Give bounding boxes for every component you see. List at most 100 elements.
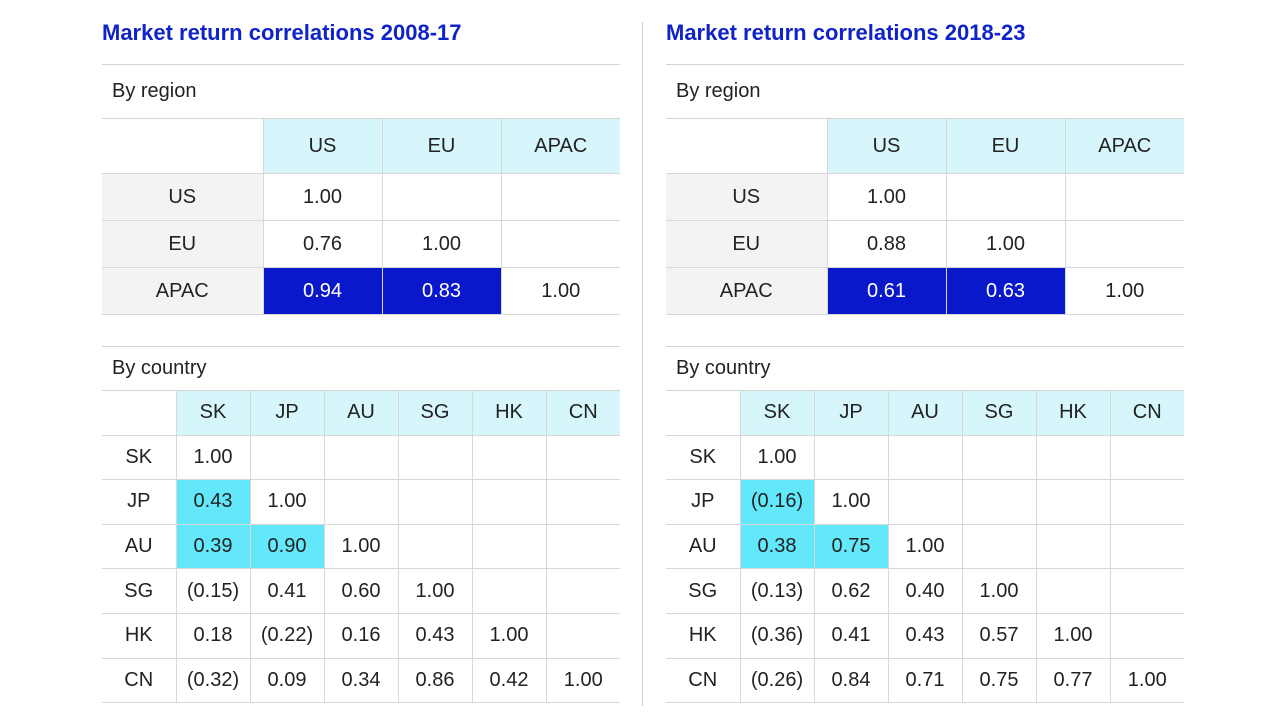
column-header: US <box>826 118 947 174</box>
section-label-text: By country <box>676 357 771 379</box>
table-row: SK 1.00 <box>666 434 1184 481</box>
section-label-region: By region <box>102 64 620 118</box>
correlation-cell-highlighted: 0.43 <box>175 479 251 525</box>
correlation-cell: 1.00 <box>961 568 1037 614</box>
correlation-cell: 1.00 <box>826 173 947 221</box>
correlation-cell <box>961 479 1037 525</box>
column-header: SG <box>961 390 1037 436</box>
correlation-cell: 1.00 <box>262 173 383 221</box>
correlation-cell <box>545 479 620 525</box>
correlation-cell: (0.15) <box>175 568 251 614</box>
column-header: JP <box>249 390 325 436</box>
table-header-row: US EU APAC <box>102 118 620 174</box>
correlation-cell <box>1064 173 1184 221</box>
correlation-cell: 0.77 <box>1035 657 1111 704</box>
correlation-cell <box>945 173 1066 221</box>
panel-title: Market return correlations 2018-23 <box>666 20 1026 45</box>
table-row: AU 0.38 0.75 1.00 <box>666 523 1184 570</box>
table-row: SG (0.13) 0.62 0.40 1.00 <box>666 568 1184 614</box>
column-header: HK <box>471 390 547 436</box>
row-header: APAC <box>666 267 828 315</box>
correlation-cell: 1.00 <box>381 220 502 268</box>
column-header: EU <box>945 118 1066 174</box>
row-header: US <box>666 173 828 221</box>
table-header-row: US EU APAC <box>666 118 1184 174</box>
country-correlation-table: SK JP AU SG HK CN SK 1.00 JP (0.16) 1.00 <box>666 390 1184 704</box>
correlation-cell <box>471 434 547 481</box>
column-header: APAC <box>1064 118 1184 174</box>
correlation-cell-highlighted: 0.63 <box>945 267 1066 315</box>
correlation-cell: 0.18 <box>175 612 251 659</box>
correlation-cell: (0.22) <box>249 612 325 659</box>
correlation-cell: 0.88 <box>826 220 947 268</box>
correlation-cell <box>813 434 889 481</box>
column-header: SK <box>175 390 251 436</box>
correlation-cell <box>397 523 473 570</box>
correlation-cell <box>1109 523 1184 570</box>
row-header: HK <box>666 612 741 659</box>
table-row: CN (0.26) 0.84 0.71 0.75 0.77 1.00 <box>666 657 1184 704</box>
correlation-cell: 0.57 <box>961 612 1037 659</box>
table-row: HK (0.36) 0.41 0.43 0.57 1.00 <box>666 612 1184 659</box>
column-header: CN <box>1109 390 1184 436</box>
row-header: SK <box>102 434 177 481</box>
correlation-cell <box>1109 434 1184 481</box>
table-row: APAC 0.94 0.83 1.00 <box>102 267 620 315</box>
table-row: AU 0.39 0.90 1.00 <box>102 523 620 570</box>
correlation-cell: 1.00 <box>397 568 473 614</box>
correlation-cell: 1.00 <box>323 523 399 570</box>
table-row: HK 0.18 (0.22) 0.16 0.43 1.00 <box>102 612 620 659</box>
correlation-cell: 0.34 <box>323 657 399 704</box>
row-header: EU <box>666 220 828 268</box>
corner-cell <box>666 118 828 174</box>
corner-cell <box>666 390 741 436</box>
correlation-cell: 0.71 <box>887 657 963 704</box>
correlation-cell: (0.13) <box>739 568 815 614</box>
correlation-cell <box>1109 479 1184 525</box>
table-row: EU 0.76 1.00 <box>102 220 620 268</box>
correlation-cell: 0.75 <box>961 657 1037 704</box>
table-row: US 1.00 <box>666 173 1184 221</box>
correlation-cell: 1.00 <box>945 220 1066 268</box>
correlation-cell <box>545 523 620 570</box>
row-header: HK <box>102 612 177 659</box>
column-header: SK <box>739 390 815 436</box>
correlation-cell: 1.00 <box>887 523 963 570</box>
correlation-cell-highlighted: 0.83 <box>381 267 502 315</box>
table-header-row: SK JP AU SG HK CN <box>666 390 1184 436</box>
correlation-cell <box>1035 523 1111 570</box>
correlation-cell <box>961 434 1037 481</box>
column-header: SG <box>397 390 473 436</box>
correlation-cell: 0.42 <box>471 657 547 704</box>
row-header: AU <box>102 523 177 570</box>
correlation-cell <box>397 479 473 525</box>
column-header: HK <box>1035 390 1111 436</box>
correlation-cell <box>323 479 399 525</box>
row-header: JP <box>666 479 741 525</box>
table-row: SK 1.00 <box>102 434 620 481</box>
column-header: CN <box>545 390 620 436</box>
correlation-cell <box>471 479 547 525</box>
correlation-cell: 0.09 <box>249 657 325 704</box>
correlation-cell: 1.00 <box>1109 657 1184 704</box>
row-header: SK <box>666 434 741 481</box>
correlation-cell: 0.40 <box>887 568 963 614</box>
column-header: JP <box>813 390 889 436</box>
table-row: CN (0.32) 0.09 0.34 0.86 0.42 1.00 <box>102 657 620 704</box>
correlation-cell-highlighted: 0.39 <box>175 523 251 570</box>
row-header: CN <box>102 657 177 704</box>
country-correlation-table: SK JP AU SG HK CN SK 1.00 JP 0.43 1.00 A… <box>102 390 620 704</box>
correlation-cell <box>545 434 620 481</box>
correlation-cell <box>381 173 502 221</box>
correlation-cell <box>397 434 473 481</box>
correlation-cell: 0.62 <box>813 568 889 614</box>
correlation-cell-highlighted: 0.75 <box>813 523 889 570</box>
correlation-cell: 1.00 <box>249 479 325 525</box>
correlation-cell: 0.76 <box>262 220 383 268</box>
section-label-text: By region <box>112 80 197 102</box>
section-label-country: By country <box>666 346 1184 390</box>
correlation-cell <box>545 612 620 659</box>
correlation-cell <box>500 220 620 268</box>
correlation-cell <box>887 479 963 525</box>
corner-cell <box>102 118 264 174</box>
